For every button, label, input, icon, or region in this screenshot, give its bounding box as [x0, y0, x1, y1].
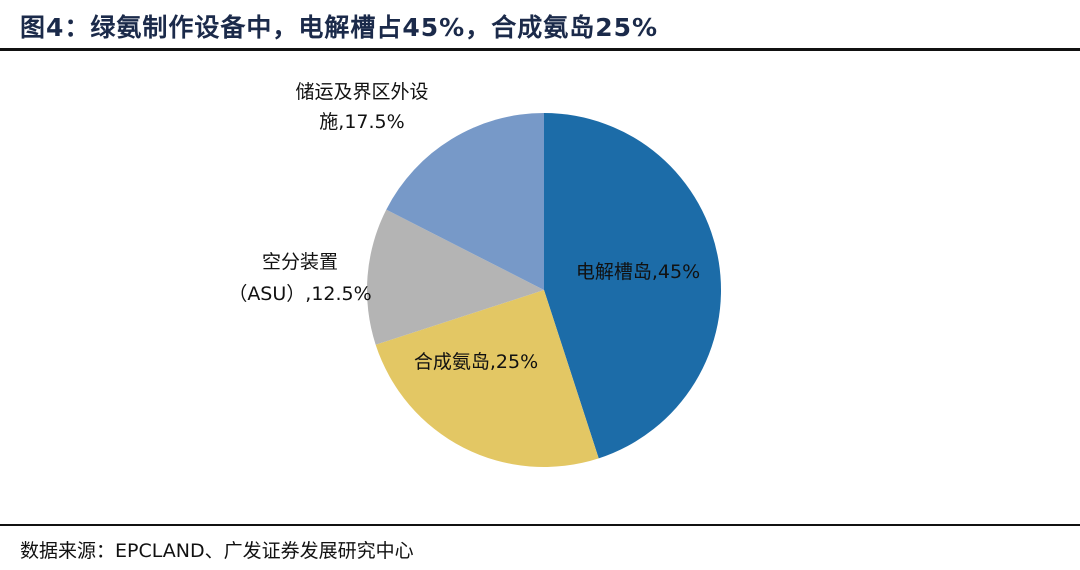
slice-label-2: 空分装置: [262, 251, 338, 273]
pie-slice-2: [366, 209, 544, 345]
pie-slice-0: [544, 113, 721, 459]
slice-label-3: 储运及界区外设: [295, 81, 428, 103]
pie-slice-1: [375, 290, 599, 467]
bottom-divider: [0, 524, 1080, 526]
slice-label-0: 电解槽岛,45%: [576, 261, 700, 283]
pie-slice-3: [386, 113, 544, 290]
slice-label-2: （ASU）,12.5%: [228, 283, 371, 305]
source-note: 数据来源：EPCLAND、广发证券发展研究中心: [20, 540, 414, 562]
figure-title: 图4：绿氨制作设备中，电解槽占45%，合成氨岛25%: [20, 13, 659, 42]
top-divider: [0, 48, 1080, 51]
slice-label-3: 施,17.5%: [319, 111, 404, 133]
slice-label-1: 合成氨岛,25%: [414, 351, 538, 373]
